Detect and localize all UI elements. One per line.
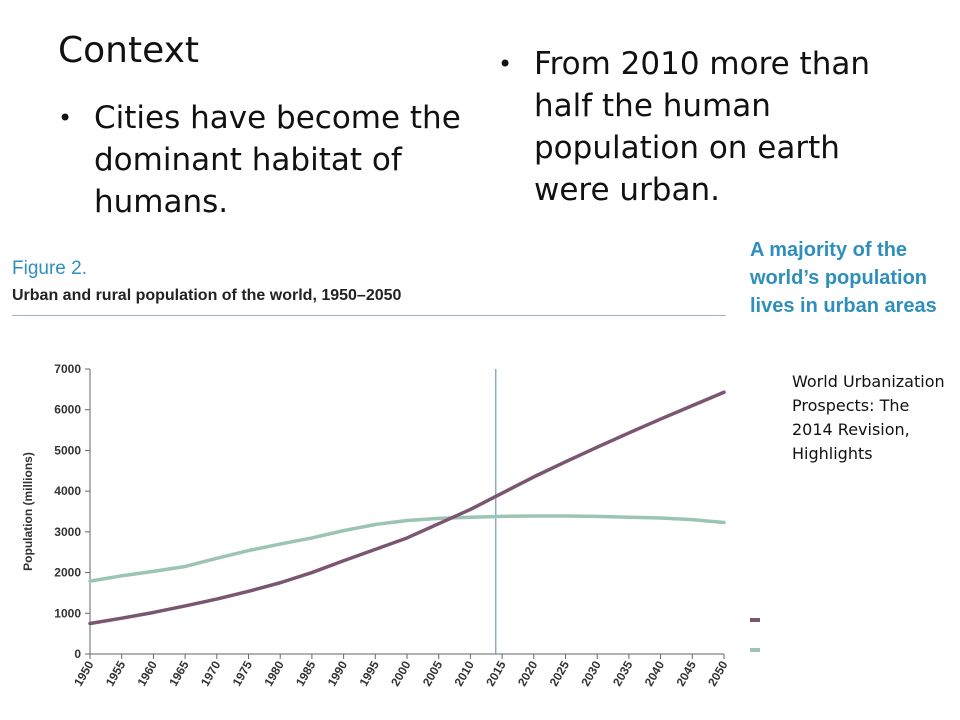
x-tick-label: 1995 [356, 658, 382, 688]
y-tick-label: 2000 [54, 566, 81, 580]
x-tick-label: 1955 [103, 658, 129, 688]
x-tick-label: 1960 [135, 658, 161, 688]
bullet-glyph: • [58, 104, 73, 132]
legend: UrbanRural [750, 618, 760, 652]
series-line-rural [88, 514, 726, 583]
bullet-urban-majority: • From 2010 more than half the human pop… [498, 43, 914, 211]
x-tick-label: 2040 [642, 658, 668, 688]
x-tick-label: 2050 [705, 658, 731, 688]
series-lines [88, 390, 726, 626]
x-tick-label: 2020 [515, 658, 541, 688]
figure-label: Figure 2. [12, 258, 87, 279]
x-tick-label: 2000 [388, 658, 414, 688]
x-tick-label: 2010 [452, 658, 478, 688]
x-tick-label: 2030 [578, 658, 604, 688]
figure-title: Urban and rural population of the world,… [12, 287, 402, 304]
x-tick-label: 1970 [198, 658, 224, 688]
source-note: World Urbanization Prospects: The 2014 R… [792, 372, 945, 463]
x-tick-label: 1950 [71, 658, 97, 688]
x-tick-label: 2005 [420, 658, 446, 688]
x-tick-label: 1975 [230, 658, 256, 688]
x-tick-label: 2025 [547, 658, 573, 688]
y-tick-label: 5000 [54, 443, 81, 457]
y-tick-label: 7000 [54, 362, 81, 376]
y-axis-label: Population (millions) [21, 452, 35, 571]
slide-title: Context [58, 30, 200, 71]
figure-divider [12, 315, 726, 316]
bullet-text: From 2010 more than half the human popul… [534, 46, 871, 208]
x-tick-label: 2045 [673, 658, 699, 688]
y-tick-label: 0 [74, 647, 81, 661]
y-tick-label: 6000 [54, 403, 81, 417]
series-line-urban [88, 390, 726, 626]
y-tick-label: 1000 [54, 606, 81, 620]
x-tick-label: 1980 [261, 658, 287, 688]
bullet-glyph: • [498, 50, 513, 78]
x-tick-label: 2015 [483, 658, 509, 688]
sidebar-heading: A majority of the world’s population liv… [750, 239, 937, 317]
bullet-text: Cities have become the dominant habitat … [94, 100, 461, 220]
x-tick-label: 1965 [166, 658, 192, 688]
y-tick-label: 4000 [54, 484, 81, 498]
x-tick-label: 1985 [293, 658, 319, 688]
x-tick-label: 1990 [325, 658, 351, 688]
bullet-cities-habitat: • Cities have become the dominant habita… [58, 97, 494, 223]
x-tick-label: 2035 [610, 658, 636, 688]
y-tick-label: 3000 [54, 525, 81, 539]
